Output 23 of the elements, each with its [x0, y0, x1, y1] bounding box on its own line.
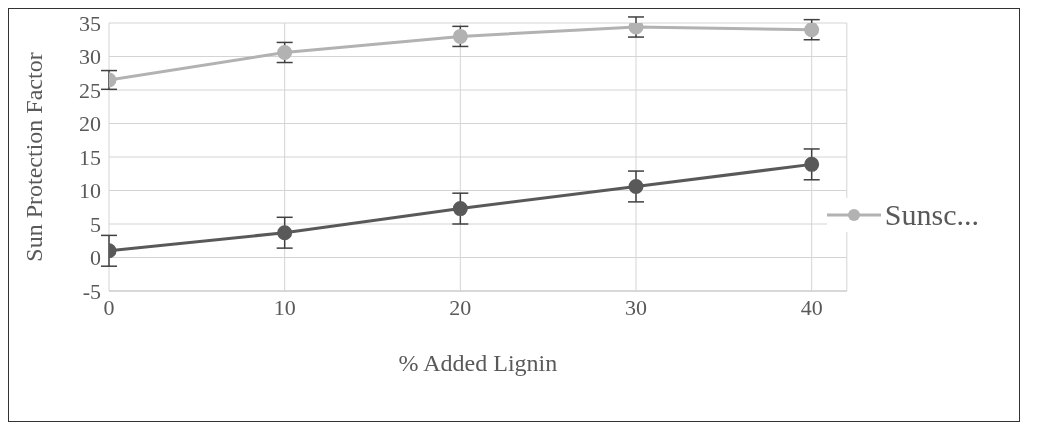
x-tick-label: 30 [625, 294, 648, 320]
y-tick-label: 0 [90, 245, 101, 271]
y-tick-label: 15 [79, 144, 101, 170]
x-axis-title: % Added Lignin [398, 350, 558, 376]
point [277, 44, 293, 60]
y-tick-label: 5 [90, 211, 101, 237]
y-tick-label: 30 [79, 44, 101, 70]
x-tick-label: 10 [273, 294, 296, 320]
y-tick-label: 25 [79, 77, 101, 103]
y-tick-label: 35 [79, 10, 101, 36]
x-tick-label: 40 [800, 294, 823, 320]
point [804, 156, 820, 172]
x-tick-label: 20 [449, 294, 472, 320]
point [452, 201, 468, 217]
y-axis-title: Sun Protection Factor [20, 52, 47, 262]
point [277, 225, 293, 241]
y-tick-label: -5 [82, 278, 101, 304]
point [452, 28, 468, 44]
point [804, 23, 820, 38]
y-tick-label: 10 [79, 178, 101, 204]
y-tick-label: 20 [79, 111, 101, 137]
legend-label: Sunsc... [884, 198, 979, 232]
point [628, 178, 644, 194]
